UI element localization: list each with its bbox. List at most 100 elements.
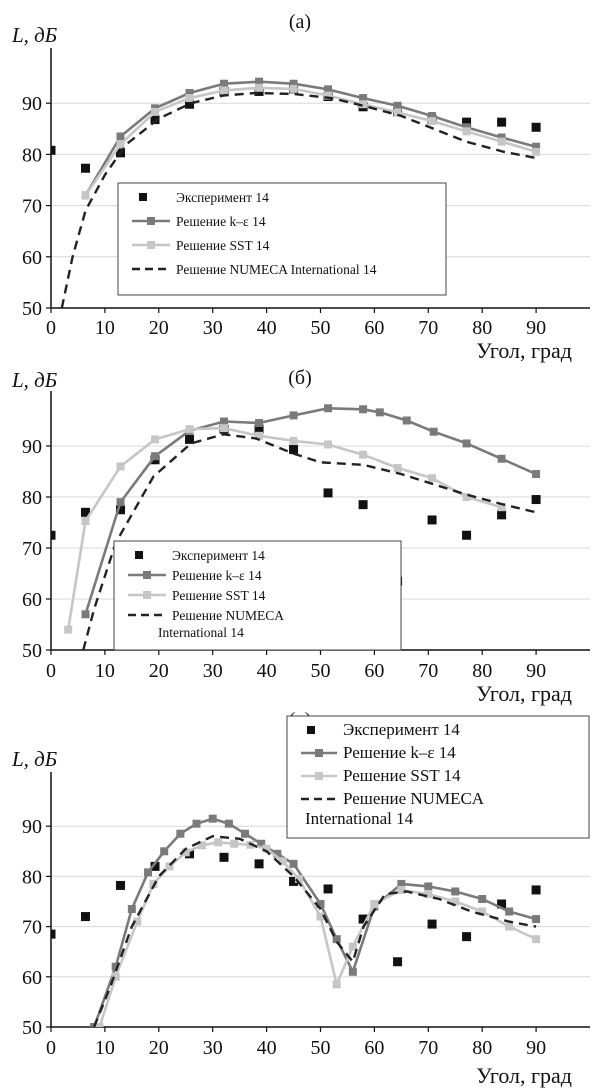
data-point-solution (241, 829, 250, 838)
y-tick-label: 90 (22, 816, 42, 838)
x-tick-label: 50 (311, 317, 331, 339)
legend-box (117, 182, 447, 296)
data-point-solution (255, 431, 264, 440)
chart-panel-2: 50 60 70 80 90 0 10 20 30 40 50 60 70 80 90 (б) L, дБ Уго… (11, 367, 590, 706)
data-point-solution (289, 859, 298, 868)
data-point-solution (359, 450, 368, 459)
x-tick-label: 80 (472, 1037, 492, 1059)
legend-label: Решение NUMECA (343, 789, 485, 808)
series-1 (81, 404, 541, 619)
x-tick-label: 40 (257, 660, 277, 682)
data-point-solution (116, 140, 125, 149)
x-tick-label: 10 (95, 660, 115, 682)
data-point-solution (393, 108, 402, 117)
data-point-solution (127, 905, 136, 914)
x-tick-label: 90 (526, 317, 546, 339)
data-point-solution (478, 894, 487, 903)
x-tick-label: 0 (46, 317, 56, 339)
data-point-solution (255, 77, 264, 86)
data-point-solution (462, 439, 471, 448)
data-point-experiment (80, 507, 90, 517)
data-point-solution (462, 493, 471, 501)
data-point-solution (532, 147, 541, 156)
legend-marker (315, 749, 323, 757)
data-point-solution (424, 882, 433, 891)
legend-label: Решение NUMECA (172, 608, 284, 623)
y-tick-label: 50 (22, 298, 42, 320)
data-point-solution (144, 868, 153, 877)
legend-label: Эксперимент 14 (172, 548, 265, 563)
data-point-solution (497, 133, 506, 142)
legend-marker (143, 571, 151, 579)
data-point-solution (532, 935, 541, 944)
data-point-solution (220, 86, 229, 95)
plot-area (51, 77, 541, 308)
plot-area (51, 814, 541, 1027)
legend-label: Решение k–ε 14 (343, 743, 456, 762)
data-point-solution (359, 94, 368, 103)
data-point-solution (289, 79, 298, 88)
legend: Эксперимент 14 Решение k–ε 14 Решение SST … (117, 182, 447, 296)
data-point-solution (462, 127, 471, 136)
data-point-experiment (116, 505, 126, 515)
data-point-solution (316, 900, 325, 909)
data-point-solution (185, 425, 194, 434)
data-point-solution (294, 874, 303, 883)
data-point-solution (359, 100, 368, 109)
legend-label: Эксперимент 14 (343, 720, 460, 739)
data-point-experiment (51, 530, 56, 540)
legend-label: Решение SST 14 (176, 238, 270, 253)
data-point-solution (462, 123, 471, 132)
x-axis-label: Угол, град (476, 338, 572, 363)
data-point-solution (316, 912, 325, 921)
data-point-solution (532, 915, 541, 924)
y-tick-label: 50 (22, 640, 42, 662)
legend-box (286, 715, 590, 839)
y-tick-label: 70 (22, 917, 42, 939)
data-point-solution (332, 935, 341, 944)
x-tick-label: 20 (149, 660, 169, 682)
data-point-solution (532, 470, 541, 479)
data-point-solution (255, 419, 264, 428)
data-point-solution (451, 887, 460, 896)
data-point-solution (81, 191, 90, 200)
data-point-solution (324, 440, 333, 449)
data-point-experiment (497, 510, 507, 520)
y-tick-label: 60 (22, 967, 42, 989)
data-point-solution (116, 132, 125, 141)
data-point-solution (185, 88, 194, 97)
series-line (66, 426, 502, 630)
data-point-solution (224, 819, 233, 828)
x-tick-label: 20 (149, 317, 169, 339)
x-tick-label: 10 (95, 317, 115, 339)
legend-marker (139, 193, 147, 201)
data-point-solution (220, 79, 229, 88)
data-point-solution (111, 972, 120, 981)
data-point-solution (370, 900, 379, 909)
x-tick-label: 40 (257, 1037, 277, 1059)
data-point-solution (478, 907, 487, 916)
y-tick-label: 90 (22, 436, 42, 458)
x-tick-label: 30 (203, 1037, 223, 1059)
x-tick-label: 50 (311, 660, 331, 682)
y-tick-label: 60 (22, 247, 42, 269)
data-point-solution (497, 454, 506, 463)
data-point-solution (375, 408, 384, 417)
legend-marker (143, 591, 151, 599)
legend: Эксперимент 14 Решение k–ε 14 Решение SST … (113, 540, 402, 651)
x-tick-label: 60 (364, 1037, 384, 1059)
chart-title: (а) (289, 11, 311, 33)
data-point-experiment (51, 145, 56, 155)
x-tick-label: 70 (418, 1037, 438, 1059)
data-point-solution (160, 847, 169, 856)
data-point-solution (402, 416, 411, 425)
x-tick-label: 0 (46, 1037, 56, 1059)
data-point-experiment (289, 445, 299, 455)
data-point-experiment (462, 932, 472, 942)
data-point-solution (116, 498, 125, 507)
series-3 (60, 91, 537, 308)
data-point-experiment (323, 488, 333, 498)
legend-label: Решение SST 14 (343, 766, 461, 785)
series-line (92, 835, 537, 1027)
data-point-experiment (497, 899, 507, 909)
